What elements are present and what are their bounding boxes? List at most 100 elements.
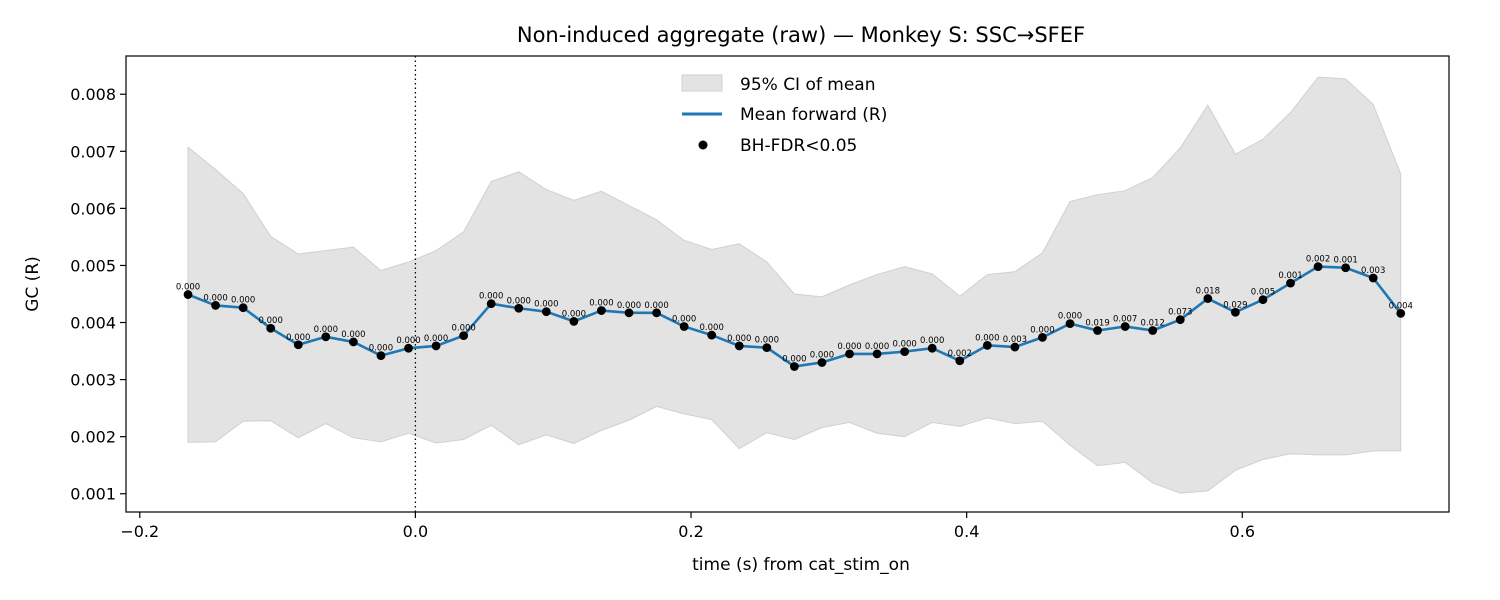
significant-point	[1230, 307, 1240, 317]
p-value-label: 0.005	[1251, 288, 1275, 298]
p-value-label: 0.029	[1223, 300, 1247, 310]
significant-point	[1065, 319, 1075, 329]
y-axis: 0.001 0.002 0.003 0.004 0.005 0.006 0.007 0.008	[70, 85, 126, 504]
significant-point	[1120, 322, 1130, 331]
p-value-label: 0.000	[231, 296, 255, 306]
p-value-label: 0.001	[1278, 271, 1302, 281]
significant-point	[652, 308, 661, 318]
significant-point	[1148, 326, 1158, 335]
p-value-label: 0.000	[755, 336, 779, 346]
significant-point	[376, 351, 386, 361]
p-value-label: 0.001	[1333, 256, 1357, 266]
significant-point	[1286, 278, 1295, 288]
significant-point	[817, 358, 827, 367]
p-value-label: 0.000	[727, 334, 751, 344]
p-value-label: 0.000	[507, 296, 531, 306]
y-tick-label: 0.004	[70, 314, 116, 333]
p-value-label: 0.000	[617, 301, 641, 311]
x-tick-label: 0.0	[403, 522, 428, 541]
significant-point	[1258, 295, 1268, 305]
y-tick-label: 0.008	[70, 85, 116, 104]
p-value-label: 0.012	[1141, 319, 1165, 329]
p-value-label: 0.000	[562, 309, 586, 319]
x-tick-label: −0.2	[120, 522, 159, 541]
significant-point	[569, 316, 579, 326]
significant-point	[321, 332, 331, 342]
x-tick-label: 0.2	[678, 522, 703, 541]
p-value-label: 0.000	[534, 300, 558, 310]
significant-point	[872, 349, 882, 359]
significant-point	[900, 347, 910, 357]
significant-point	[955, 356, 965, 366]
p-value-label: 0.007	[1113, 315, 1137, 325]
p-value-label: 0.000	[644, 301, 668, 311]
significant-point	[431, 341, 441, 351]
p-value-label: 0.004	[1389, 301, 1413, 311]
significant-point	[845, 349, 854, 359]
significant-point	[541, 307, 551, 317]
significant-point	[238, 303, 248, 313]
p-value-label: 0.000	[203, 293, 227, 303]
p-value-label: 0.002	[1306, 255, 1330, 265]
significant-point	[982, 340, 992, 350]
significant-point	[486, 299, 496, 309]
p-value-label: 0.000	[369, 344, 393, 354]
significant-point	[1341, 263, 1351, 273]
p-value-label: 0.000	[259, 316, 283, 326]
legend-sig-marker	[698, 140, 708, 150]
significant-point	[597, 306, 606, 315]
p-value-label: 0.000	[810, 350, 834, 360]
p-value-label: 0.000	[341, 330, 365, 340]
x-axis-label: time (s) from cat_stim_on	[692, 555, 910, 575]
significant-point	[789, 362, 799, 371]
y-tick-label: 0.005	[70, 256, 116, 275]
y-tick-label: 0.001	[70, 485, 116, 504]
p-value-label: 0.000	[176, 283, 200, 293]
p-value-label: 0.000	[837, 342, 861, 352]
p-value-label: 0.000	[920, 336, 944, 346]
p-value-label: 0.018	[1196, 287, 1220, 297]
p-value-label: 0.000	[672, 315, 696, 325]
p-value-label: 0.000	[479, 292, 503, 302]
p-value-label: 0.000	[314, 325, 338, 335]
y-axis-label: GC (R)	[23, 256, 43, 312]
legend-mean-label: Mean forward (R)	[740, 105, 887, 125]
legend-ci-swatch	[681, 74, 723, 92]
p-value-label: 0.000	[975, 333, 999, 343]
p-value-label: 0.000	[1058, 312, 1082, 322]
significant-point	[348, 337, 358, 347]
x-tick-label: 0.6	[1230, 522, 1255, 541]
ci-band	[187, 76, 1402, 494]
y-tick-label: 0.002	[70, 428, 116, 447]
chart-title: Non-induced aggregate (raw) — Monkey S: …	[517, 23, 1085, 47]
x-tick-label: 0.4	[954, 522, 979, 541]
legend-ci-label: 95% CI of mean	[740, 75, 875, 95]
significant-point	[404, 343, 413, 353]
significant-point	[293, 340, 303, 350]
p-value-label: 0.000	[451, 324, 475, 334]
p-value-label: 0.000	[424, 334, 448, 344]
x-axis: −0.2 0.0 0.2 0.4 0.6	[120, 512, 1255, 541]
significant-point	[459, 331, 469, 341]
significant-point	[1368, 273, 1378, 283]
significant-point	[734, 341, 744, 351]
p-value-label: 0.000	[396, 336, 420, 346]
y-tick-label: 0.006	[70, 199, 116, 218]
significant-point	[707, 330, 717, 340]
significant-point	[1010, 342, 1020, 352]
plot-frame	[125, 55, 1450, 513]
significant-point	[762, 343, 772, 353]
p-value-label: 0.003	[1361, 266, 1385, 276]
p-value-label: 0.073	[1168, 308, 1192, 318]
significant-point	[679, 322, 689, 331]
significant-point	[514, 303, 524, 313]
significant-point	[1313, 262, 1323, 271]
significant-point	[1093, 326, 1102, 335]
significant-point	[1038, 332, 1047, 342]
legend-sig-label: BH-FDR<0.05	[740, 136, 857, 156]
legend: 95% CI of mean Mean forward (R) BH-FDR<0…	[681, 74, 887, 156]
significant-point	[211, 301, 220, 310]
y-tick-label: 0.003	[70, 371, 116, 390]
